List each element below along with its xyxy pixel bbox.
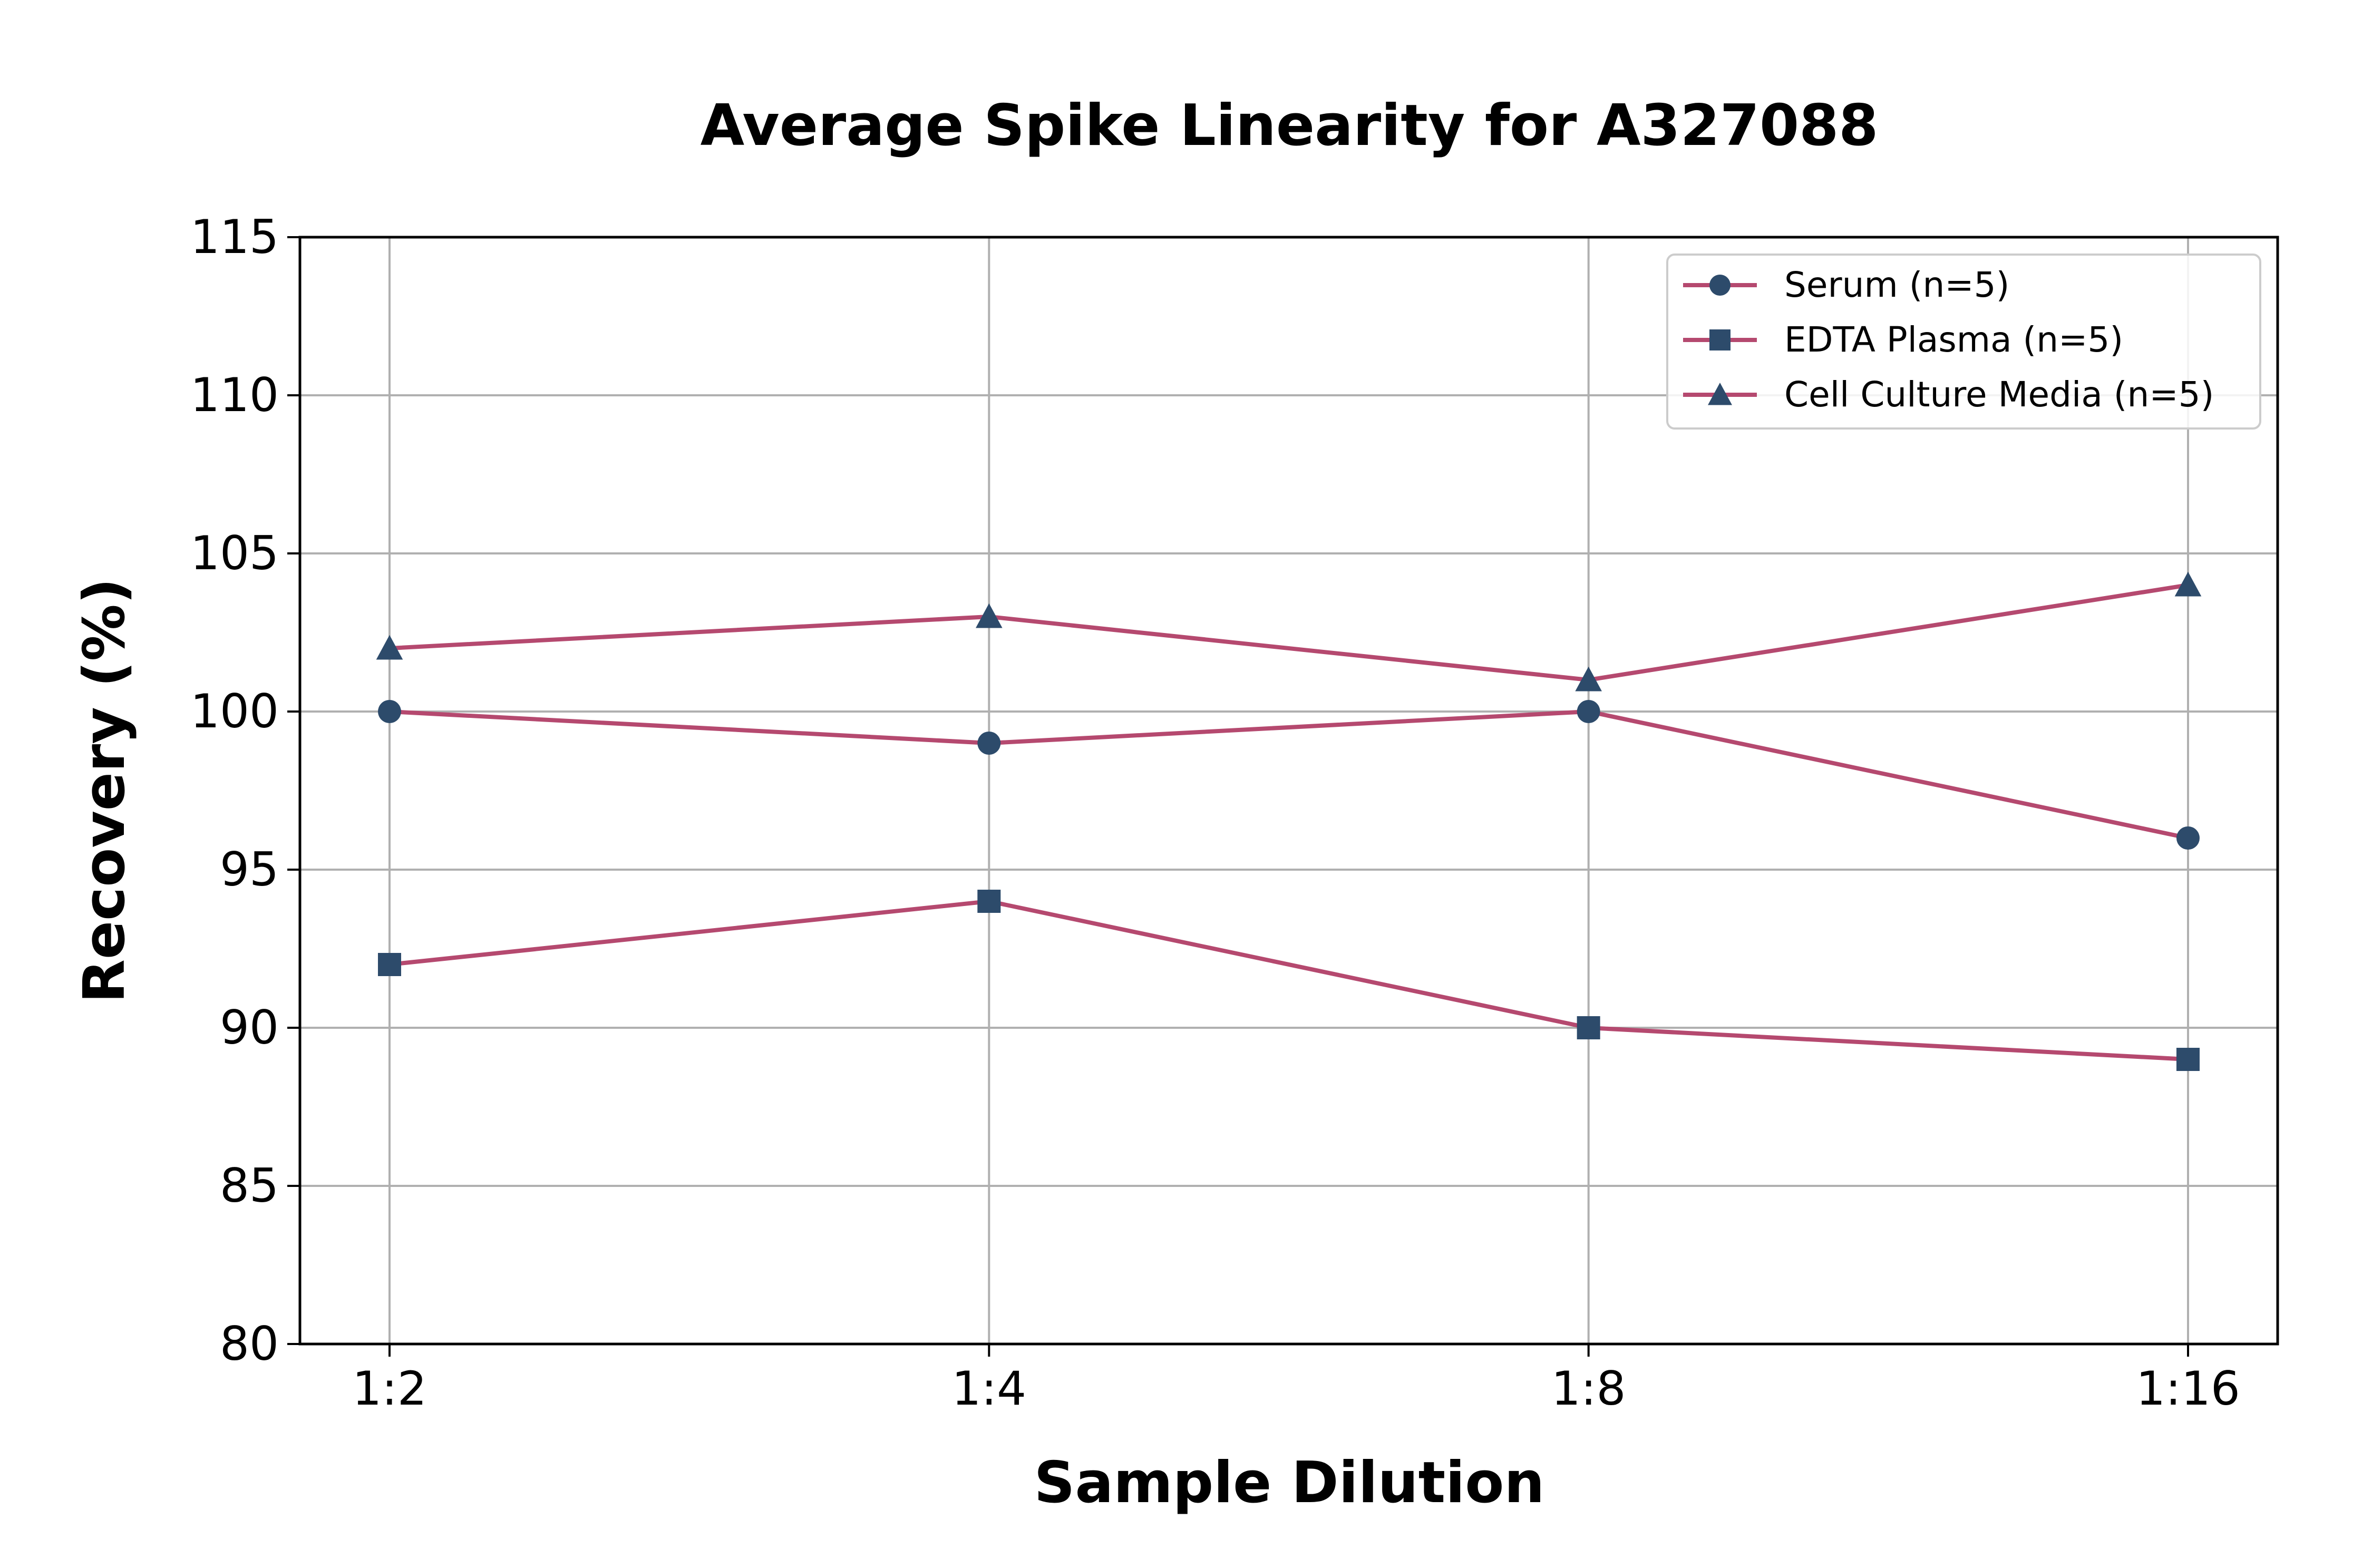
- chart-title: Average Spike Linearity for A327088: [701, 93, 1879, 159]
- legend-item: EDTA Plasma (n=5): [1683, 319, 2123, 360]
- data-point: [1577, 700, 1600, 723]
- x-tick-label: 1:2: [352, 1361, 427, 1416]
- y-tick-label: 95: [220, 842, 279, 897]
- data-point: [2176, 1048, 2200, 1071]
- x-axis-label: Sample Dilution: [1034, 1450, 1545, 1516]
- data-point: [378, 953, 401, 976]
- plot-frame: [298, 236, 2279, 1346]
- data-point: [1577, 1016, 1600, 1039]
- x-tick-label: 1:4: [952, 1361, 1027, 1416]
- series-lines: [376, 571, 2202, 1071]
- data-point: [976, 603, 1003, 628]
- x-tick-label: 1:16: [2136, 1361, 2240, 1416]
- data-point: [2174, 571, 2202, 597]
- data-point: [2176, 826, 2200, 850]
- series-line: [389, 583, 2189, 682]
- legend-label: Cell Culture Media (n=5): [1784, 374, 2214, 415]
- y-tick-label: 90: [220, 1000, 279, 1055]
- y-tick-label: 85: [220, 1158, 279, 1213]
- series-line: [389, 899, 2189, 1061]
- legend-marker: [1708, 383, 1732, 405]
- legend-marker: [1709, 329, 1731, 350]
- series-circle: [378, 700, 2200, 850]
- y-tick-label: 115: [190, 210, 279, 264]
- y-tick-label: 100: [190, 684, 279, 738]
- legend-marker: [1709, 275, 1731, 296]
- y-tick-label: 105: [190, 526, 279, 580]
- data-point: [378, 700, 401, 723]
- x-tick-label: 1:8: [1551, 1361, 1626, 1416]
- legend: Serum (n=5) EDTA Plasma (n=5) Cell Culture…: [1666, 254, 2261, 430]
- data-point: [977, 890, 1001, 913]
- data-point: [1575, 666, 1602, 692]
- y-tick-label: 80: [220, 1317, 279, 1371]
- series-line: [389, 709, 2189, 840]
- legend-label: Serum (n=5): [1784, 265, 2009, 305]
- legend-label: EDTA Plasma (n=5): [1784, 319, 2123, 360]
- legend-item: Serum (n=5): [1683, 265, 2009, 305]
- y-axis-label: Recovery (%): [72, 578, 138, 1003]
- series-triangle: [376, 571, 2202, 692]
- data-point: [977, 732, 1001, 755]
- series-square: [378, 890, 2200, 1071]
- data-point: [376, 635, 403, 660]
- legend-box: [1666, 254, 2261, 430]
- y-tick-label: 110: [190, 368, 279, 422]
- axis-ticks: 80 85 90 95 100 105 110 115 1:2 1:4 1:8 1:16: [190, 210, 2240, 1416]
- legend-item: Cell Culture Media (n=5): [1683, 374, 2214, 415]
